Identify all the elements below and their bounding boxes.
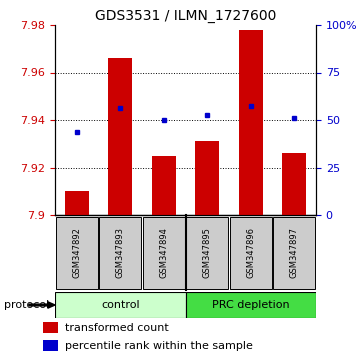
Text: GSM347897: GSM347897 [290,227,299,278]
Bar [99,217,141,289]
Bar [282,153,306,215]
Text: control: control [101,300,140,310]
Text: GSM347893: GSM347893 [116,227,125,278]
Text: GSM347894: GSM347894 [159,227,168,278]
Title: GDS3531 / ILMN_1727600: GDS3531 / ILMN_1727600 [95,8,276,23]
Text: transformed count: transformed count [65,323,169,333]
Bar [108,58,132,215]
Bar [56,217,97,289]
Bar [239,30,263,215]
Text: PRC depletion: PRC depletion [212,300,290,310]
Text: GSM347895: GSM347895 [203,227,212,278]
Bar [273,217,315,289]
Text: GSM347896: GSM347896 [246,227,255,278]
Bar [186,292,316,318]
Bar [65,191,89,215]
Bar [152,156,176,215]
Bar [143,217,184,289]
Bar [195,141,219,215]
Text: GSM347892: GSM347892 [72,227,81,278]
Text: protocol: protocol [4,300,49,310]
Bar [55,292,186,318]
Bar [43,340,58,351]
Bar [43,322,58,333]
Bar [186,217,228,289]
Bar [230,217,271,289]
Text: percentile rank within the sample: percentile rank within the sample [65,341,253,351]
